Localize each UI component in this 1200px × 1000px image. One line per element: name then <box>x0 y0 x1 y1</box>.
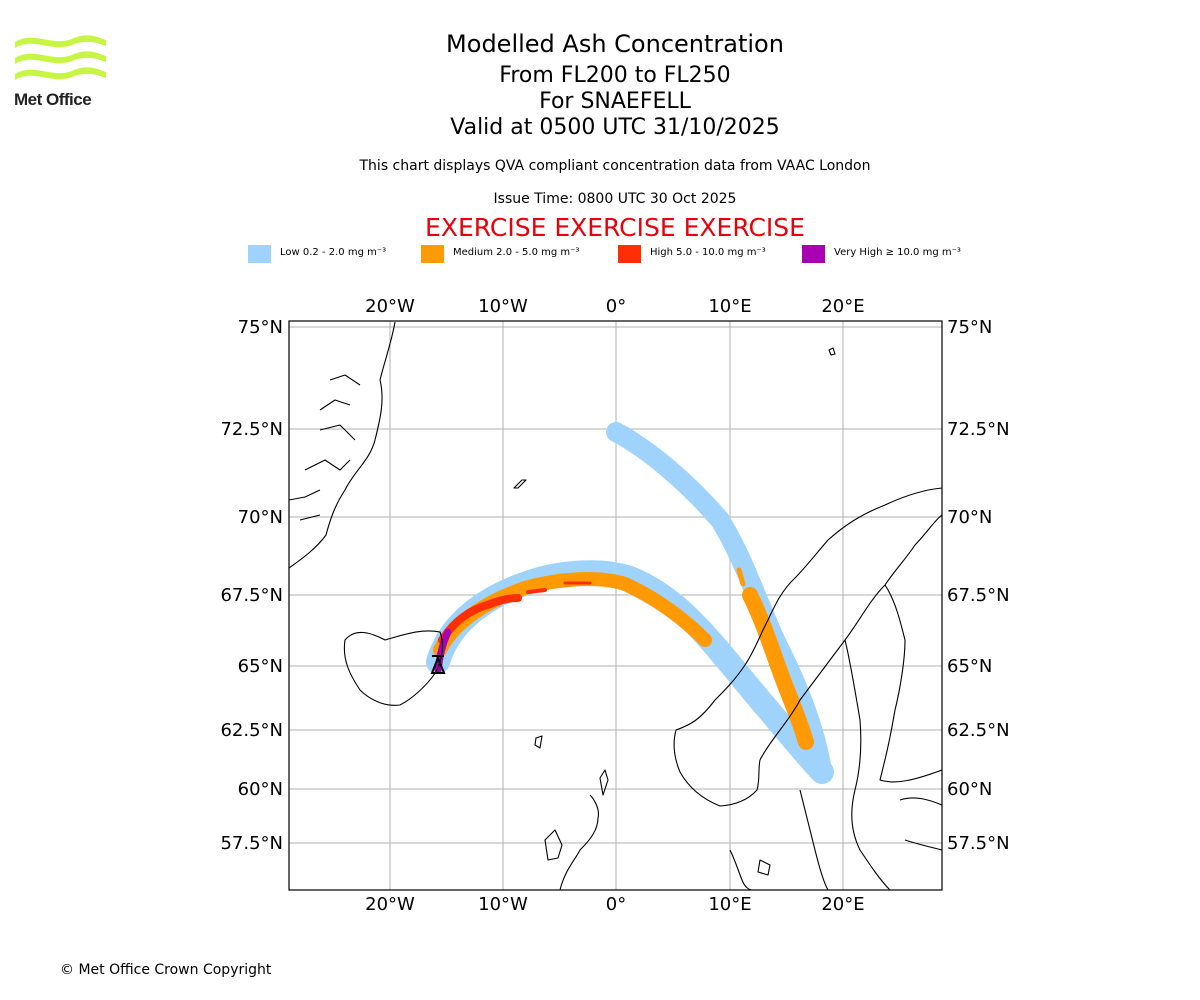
lat-tick-left: 65°N <box>238 656 283 677</box>
issue-time: Issue Time: 0800 UTC 30 Oct 2025 <box>493 191 737 207</box>
lon-tick-top: 20°W <box>365 296 415 317</box>
map-frame <box>288 320 943 891</box>
lon-tick-top: 20°E <box>821 296 864 317</box>
legend-label-very-high: Very High ≥ 10.0 mg m⁻³ <box>834 247 961 258</box>
legend-label-low: Low 0.2 - 2.0 mg m⁻³ <box>280 247 387 258</box>
legend-swatch-medium <box>421 245 444 263</box>
ash-high-concentration <box>438 581 592 644</box>
lat-tick-left: 72.5°N <box>220 419 283 440</box>
lon-tick-bottom: 10°E <box>708 894 751 915</box>
lat-tick-right: 60°N <box>947 779 992 800</box>
met-office-waves-icon <box>15 35 106 80</box>
lon-tick-top: 10°W <box>478 296 528 317</box>
copyright: © Met Office Crown Copyright <box>60 962 272 978</box>
legend-swatch-low <box>248 245 271 263</box>
lat-tick-left: 60°N <box>238 779 283 800</box>
logo-text: Met Office <box>14 90 92 109</box>
subtitle-volcano: For SNAEFELL <box>539 89 691 114</box>
lat-tick-left: 70°N <box>238 507 283 528</box>
lat-tick-left: 67.5°N <box>220 585 283 606</box>
lat-tick-left: 57.5°N <box>220 833 283 854</box>
lat-tick-right: 65°N <box>947 656 992 677</box>
met-office-logo: Met Office <box>14 30 108 112</box>
lon-tick-bottom: 10°W <box>478 894 528 915</box>
lat-tick-right: 70°N <box>947 507 992 528</box>
volcano-marker-icon <box>430 655 446 674</box>
lon-tick-bottom: 20°W <box>365 894 415 915</box>
legend-swatch-very-high <box>802 245 825 263</box>
legend-swatch-high <box>618 245 641 263</box>
lat-tick-right: 67.5°N <box>947 585 1010 606</box>
lat-tick-right: 75°N <box>947 317 992 338</box>
chart-description: This chart displays QVA compliant concen… <box>359 158 871 174</box>
lon-tick-top: 0° <box>606 296 626 317</box>
subtitle-level: From FL200 to FL250 <box>499 63 731 88</box>
legend-label-high: High 5.0 - 10.0 mg m⁻³ <box>650 247 766 258</box>
ash-medium-concentration <box>433 567 814 750</box>
coastlines <box>289 321 942 890</box>
lat-tick-right: 72.5°N <box>947 419 1010 440</box>
lon-tick-top: 10°E <box>708 296 751 317</box>
lon-tick-bottom: 0° <box>606 894 626 915</box>
lat-tick-left: 62.5°N <box>220 720 283 741</box>
lat-tick-left: 75°N <box>238 317 283 338</box>
chart-subtitle: From FL200 to FL250 For SNAEFELL Valid a… <box>0 63 1200 141</box>
subtitle-valid-time: Valid at 0500 UTC 31/10/2025 <box>450 115 780 140</box>
legend-label-medium: Medium 2.0 - 5.0 mg m⁻³ <box>453 247 580 258</box>
lat-tick-right: 62.5°N <box>947 720 1010 741</box>
map-gridlines <box>289 321 942 890</box>
lat-tick-right: 57.5°N <box>947 833 1010 854</box>
exercise-banner: EXERCISE EXERCISE EXERCISE <box>425 213 805 242</box>
lon-tick-bottom: 20°E <box>821 894 864 915</box>
chart-title: Modelled Ash Concentration <box>446 30 784 58</box>
